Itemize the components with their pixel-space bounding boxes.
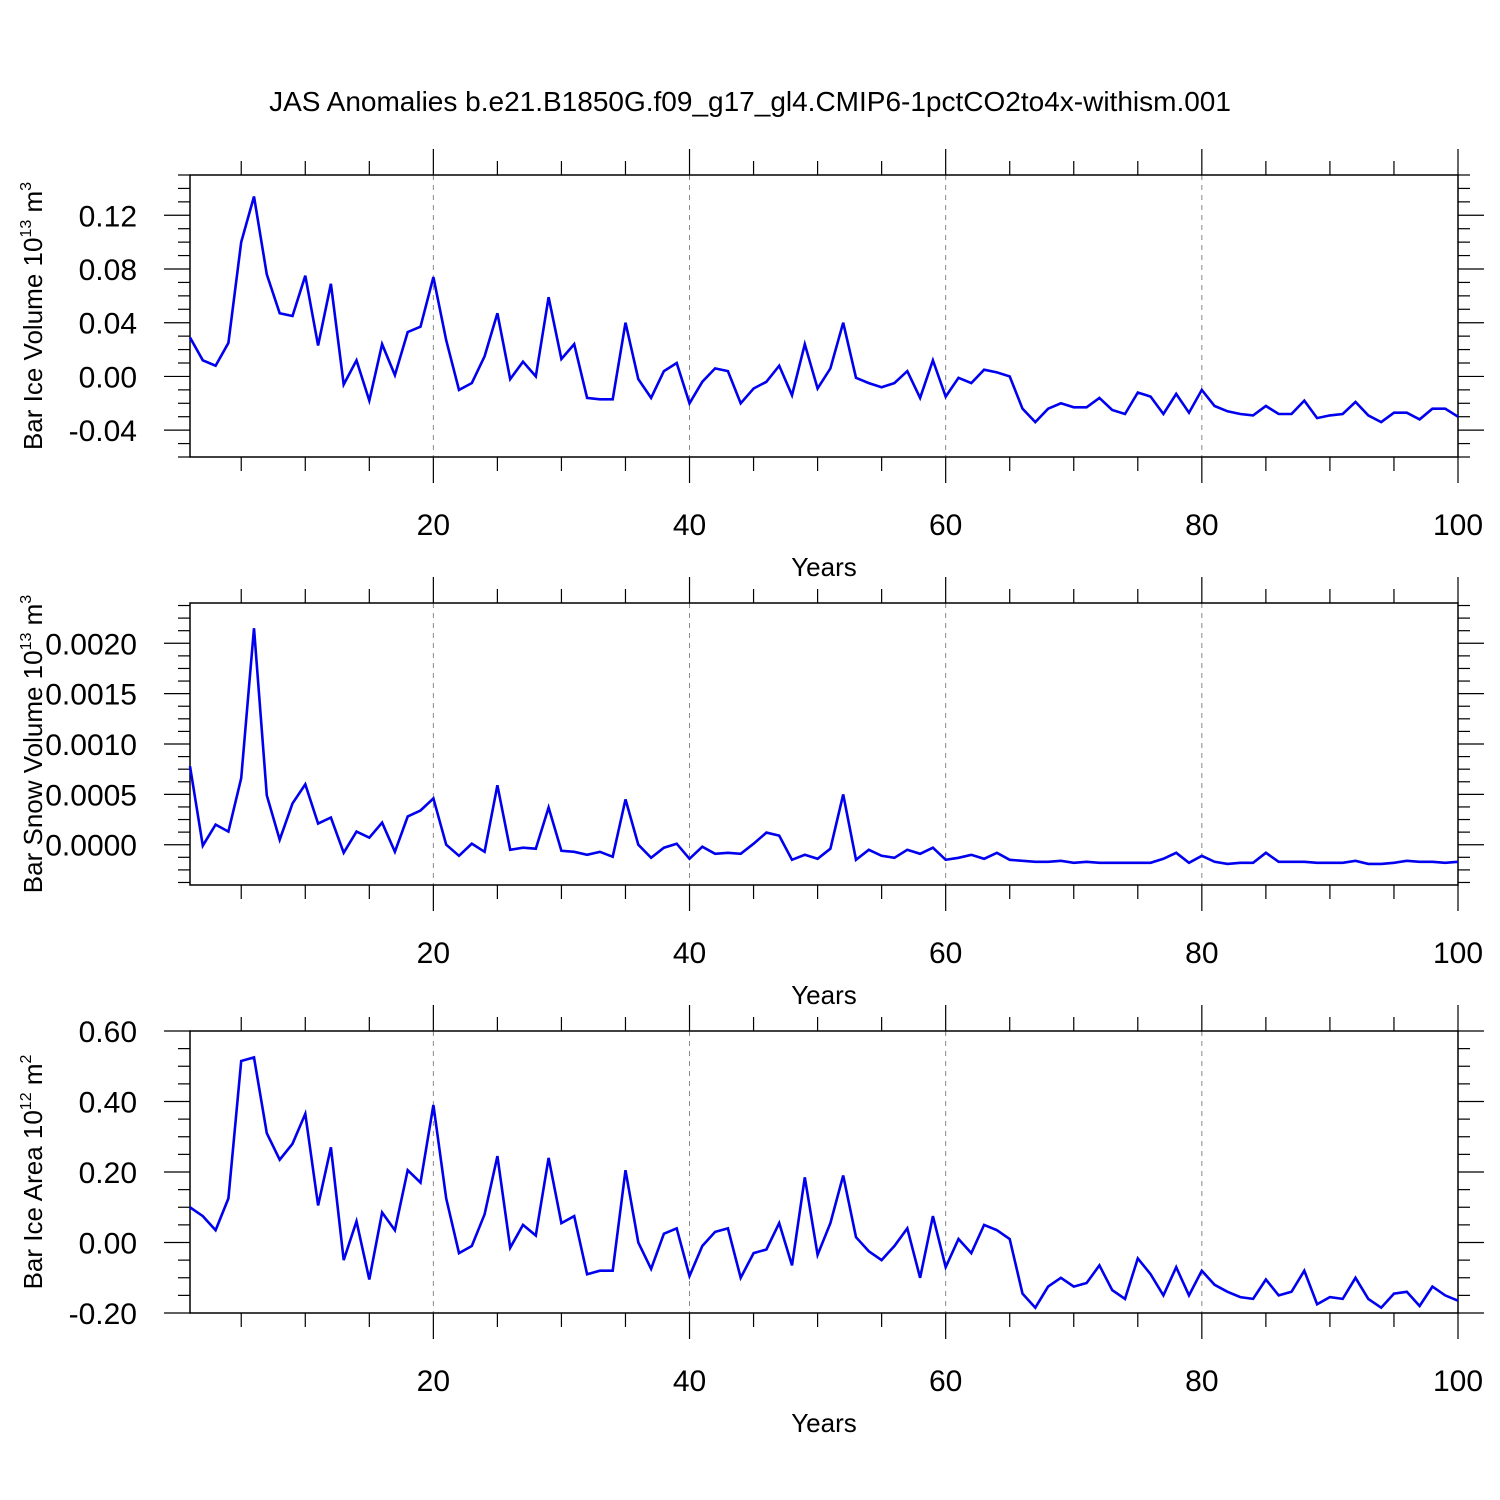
panel-ice-area: -0.20 0.00 0.20 0.40 0.60 20 40 60 80 100 Years Bar… xyxy=(18,1005,1484,1438)
x-tick-label: 80 xyxy=(1185,937,1218,970)
series-line xyxy=(189,1055,1459,1310)
y-axis-label: Bar Ice Volume 1013 m3 xyxy=(18,182,48,450)
series-line xyxy=(188,196,1459,424)
y-axis-label-exponent: 3 xyxy=(18,182,35,191)
x-tick-label: 40 xyxy=(673,1365,706,1398)
x-axis-label: Years xyxy=(791,552,857,582)
x-tick-label: 100 xyxy=(1433,509,1483,542)
y-tick-label: 0.0000 xyxy=(45,830,137,863)
y-axis-label-text: Bar Ice Volume 10 xyxy=(18,238,48,450)
y-axis-label-exponent: 13 xyxy=(18,632,35,650)
y-axis-label-text: Bar Ice Area 10 xyxy=(18,1110,48,1289)
panel-snow-volume: 0.0000 0.0005 0.0010 0.0015 0.0020 20 40 60 80 10… xyxy=(18,577,1484,1010)
y-axis-label: Bar Snow Volume 1013 m3 xyxy=(18,595,48,894)
x-tick-label: 20 xyxy=(417,509,450,542)
y-axis-label: Bar Ice Area 1012 m2 xyxy=(18,1054,48,1289)
y-tick-label: 0.0005 xyxy=(45,779,137,812)
plot-frame xyxy=(189,602,1459,886)
x-tick-label: 20 xyxy=(417,1365,450,1398)
y-tick-label: 0.12 xyxy=(79,200,137,233)
x-tick-label: 20 xyxy=(417,937,450,970)
x-tick-label: 80 xyxy=(1185,1365,1218,1398)
y-tick-label: 0.0010 xyxy=(45,729,137,762)
plot-frame xyxy=(189,1030,1459,1314)
y-tick-label: 0.0015 xyxy=(45,679,137,712)
x-tick-label: 100 xyxy=(1433,1365,1483,1398)
y-tick-label: 0.04 xyxy=(79,308,137,341)
y-tick-label: 0.60 xyxy=(79,1016,137,1049)
panel-ice-volume: -0.04 0.00 0.04 0.08 0.12 20 40 60 80 100 Years Bar… xyxy=(18,149,1484,582)
x-tick-label: 80 xyxy=(1185,509,1218,542)
y-tick-label: 0.20 xyxy=(79,1157,137,1190)
x-tick-label: 60 xyxy=(929,509,962,542)
x-axis-label: Years xyxy=(791,1408,857,1438)
y-tick-label: -0.04 xyxy=(69,415,137,448)
x-tick-label: 40 xyxy=(673,937,706,970)
y-axis-label-text: m xyxy=(18,604,48,633)
x-axis-label: Years xyxy=(791,980,857,1010)
y-axis-label-exponent: 3 xyxy=(18,595,35,604)
x-tick-label: 40 xyxy=(673,509,706,542)
x-tick-label: 60 xyxy=(929,1365,962,1398)
series-line xyxy=(188,628,1459,866)
y-tick-label: 0.08 xyxy=(79,254,137,287)
y-tick-label: 0.00 xyxy=(79,361,137,394)
plot-frame xyxy=(189,174,1459,458)
y-axis-label-text: m xyxy=(18,191,48,220)
y-axis-label-text: m xyxy=(18,1063,48,1092)
figure-title: JAS Anomalies b.e21.B1850G.f09_g17_gl4.C… xyxy=(269,86,1231,117)
y-axis-label-exponent: 12 xyxy=(18,1092,35,1110)
y-tick-label: -0.20 xyxy=(69,1298,137,1331)
y-axis-label-exponent: 13 xyxy=(18,220,35,238)
x-tick-label: 100 xyxy=(1433,937,1483,970)
x-tick-label: 60 xyxy=(929,937,962,970)
y-axis-label-exponent: 2 xyxy=(18,1054,35,1063)
y-axis-label-text: Bar Snow Volume 10 xyxy=(18,650,48,893)
y-tick-label: 0.40 xyxy=(79,1087,137,1120)
y-tick-label: 0.0020 xyxy=(45,628,137,661)
y-tick-label: 0.00 xyxy=(79,1228,137,1261)
